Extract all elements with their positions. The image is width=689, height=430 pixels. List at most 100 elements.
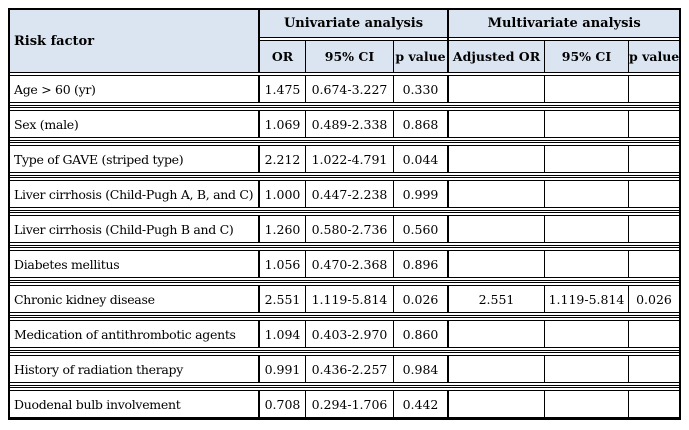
table-row: Chronic kidney disease 2.551 1.119-5.814… xyxy=(10,285,679,313)
risk-factor-table: Risk factor Univariate analysis OR 95% C… xyxy=(8,8,681,420)
univariate-p-cell: 0.044 xyxy=(394,146,449,172)
univariate-ci-cell: 0.470-2.368 xyxy=(306,251,394,277)
univariate-p-cell: 0.860 xyxy=(394,321,449,347)
table-row: Duodenal bulb involvement 0.708 0.294-1.… xyxy=(10,390,679,418)
multivariate-p-cell xyxy=(629,356,679,382)
univariate-subheaders: OR 95% CI p value xyxy=(260,41,447,72)
risk-factor-header-label: Risk factor xyxy=(14,33,95,49)
row-separator xyxy=(10,383,679,390)
multivariate-ci-cell xyxy=(545,216,629,242)
univariate-or-cell: 2.212 xyxy=(260,146,306,172)
table-row: Age > 60 (yr) 1.475 0.674-3.227 0.330 xyxy=(10,75,679,103)
subheader-p-value: p value xyxy=(629,41,680,72)
row-separator xyxy=(10,243,679,250)
multivariate-subheaders: Adjusted OR 95% CI p value xyxy=(449,41,680,72)
multivariate-p-cell xyxy=(629,76,679,102)
double-rule xyxy=(10,350,679,353)
table-body: Age > 60 (yr) 1.475 0.674-3.227 0.330 Se… xyxy=(10,75,679,418)
univariate-ci-cell: 0.294-1.706 xyxy=(306,391,394,417)
table-row: Medication of antithrombotic agents 1.09… xyxy=(10,320,679,348)
multivariate-analysis-title: Multivariate analysis xyxy=(487,16,641,31)
univariate-p-cell: 0.026 xyxy=(394,286,449,312)
multivariate-p-cell xyxy=(629,251,679,277)
univariate-or-cell: 1.069 xyxy=(260,111,306,137)
univariate-p-cell: 0.984 xyxy=(394,356,449,382)
multivariate-p-cell: 0.026 xyxy=(636,291,672,307)
header-double-rule xyxy=(449,37,680,41)
univariate-ci-cell: 0.489-2.338 xyxy=(306,111,394,137)
multivariate-or-cell xyxy=(449,251,545,277)
multivariate-or-cell xyxy=(449,111,545,137)
risk-factor-cell: Medication of antithrombotic agents xyxy=(10,321,260,347)
univariate-p-cell: 0.868 xyxy=(394,111,449,137)
double-rule xyxy=(10,210,679,213)
double-rule xyxy=(10,175,679,178)
double-rule xyxy=(10,385,679,388)
multivariate-ci-cell xyxy=(545,321,629,347)
subheader-95ci: 95% CI xyxy=(306,41,394,72)
multivariate-or-cell: 2.551 xyxy=(449,286,545,312)
risk-factor-cell: Liver cirrhosis (Child-Pugh A, B, and C) xyxy=(10,181,260,207)
univariate-ci-cell: 1.022-4.791 xyxy=(306,146,394,172)
double-rule xyxy=(10,140,679,143)
table-row: Type of GAVE (striped type) 2.212 1.022-… xyxy=(10,145,679,173)
univariate-ci-cell: 0.436-2.257 xyxy=(306,356,394,382)
header-body-gap xyxy=(10,73,679,75)
univariate-or-cell: 1.260 xyxy=(260,216,306,242)
multivariate-or-cell xyxy=(449,181,545,207)
table-header-row: Risk factor Univariate analysis OR 95% C… xyxy=(10,10,680,73)
risk-factor-cell: Age > 60 (yr) xyxy=(10,76,260,102)
univariate-p-cell: 0.442 xyxy=(394,391,449,417)
univariate-or-cell: 1.000 xyxy=(260,181,306,207)
double-rule xyxy=(10,105,679,108)
risk-factor-cell: Diabetes mellitus xyxy=(10,251,260,277)
univariate-or-cell: 0.708 xyxy=(260,391,306,417)
multivariate-p-cell xyxy=(629,146,679,172)
multivariate-or-cell xyxy=(449,146,545,172)
univariate-p-cell: 0.560 xyxy=(394,216,449,242)
univariate-ci-cell: 0.403-2.970 xyxy=(306,321,394,347)
risk-factor-cell: Type of GAVE (striped type) xyxy=(10,146,260,172)
univariate-ci-cell: 0.674-3.227 xyxy=(306,76,394,102)
risk-factor-cell: Duodenal bulb involvement xyxy=(10,391,260,417)
table-row: History of radiation therapy 0.991 0.436… xyxy=(10,355,679,383)
univariate-ci-cell: 1.119-5.814 xyxy=(306,286,394,312)
risk-factor-cell: History of radiation therapy xyxy=(10,356,260,382)
multivariate-or-cell xyxy=(449,321,545,347)
multivariate-p-cell xyxy=(629,216,679,242)
univariate-or-cell: 0.991 xyxy=(260,356,306,382)
table-row: Liver cirrhosis (Child-Pugh A, B, and C)… xyxy=(10,180,679,208)
row-separator xyxy=(10,138,679,145)
univariate-p-cell: 0.330 xyxy=(394,76,449,102)
univariate-or-cell: 1.094 xyxy=(260,321,306,347)
univariate-or-cell: 1.475 xyxy=(260,76,306,102)
multivariate-p-cell xyxy=(629,181,679,207)
table-row: Sex (male) 1.069 0.489-2.338 0.868 xyxy=(10,110,679,138)
multivariate-or-cell xyxy=(449,216,545,242)
double-rule xyxy=(10,245,679,248)
row-separator xyxy=(10,173,679,180)
univariate-ci-cell: 0.580-2.736 xyxy=(306,216,394,242)
univariate-p-cell: 0.896 xyxy=(394,251,449,277)
multivariate-ci-cell xyxy=(545,76,629,102)
header-double-rule xyxy=(260,37,447,41)
row-separator xyxy=(10,278,679,285)
table-row: Diabetes mellitus 1.056 0.470-2.368 0.89… xyxy=(10,250,679,278)
multivariate-ci-cell xyxy=(545,146,629,172)
double-rule xyxy=(10,280,679,283)
risk-factor-cell: Sex (male) xyxy=(10,111,260,137)
multivariate-ci-cell xyxy=(545,181,629,207)
univariate-or-cell: 1.056 xyxy=(260,251,306,277)
risk-factor-header-cell: Risk factor xyxy=(10,10,260,72)
multivariate-p-cell xyxy=(629,391,679,417)
row-separator xyxy=(10,103,679,110)
subheader-95ci: 95% CI xyxy=(545,41,629,72)
multivariate-p-cell xyxy=(629,111,679,137)
row-separator xyxy=(10,208,679,215)
multivariate-ci-cell: 1.119-5.814 xyxy=(545,286,629,312)
univariate-analysis-title: Univariate analysis xyxy=(283,16,424,31)
group-multivariate-header: Multivariate analysis Adjusted OR 95% CI… xyxy=(449,10,680,72)
risk-factor-cell: Liver cirrhosis (Child-Pugh B and C) xyxy=(10,216,260,242)
double-rule xyxy=(10,315,679,318)
univariate-p-cell: 0.999 xyxy=(394,181,449,207)
